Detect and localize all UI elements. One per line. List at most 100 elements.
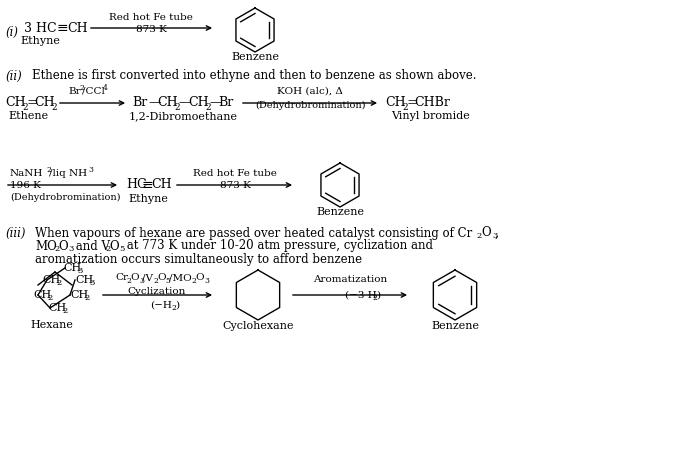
Text: 2: 2 [47, 294, 53, 302]
Text: 2: 2 [62, 307, 68, 315]
Text: CH: CH [63, 263, 81, 273]
Text: CH: CH [70, 290, 88, 300]
Text: Vinyl bromide: Vinyl bromide [391, 111, 469, 121]
Text: Ethyne: Ethyne [20, 36, 60, 46]
Text: 2: 2 [46, 166, 51, 174]
Text: ≡: ≡ [142, 178, 153, 192]
Text: Ethene: Ethene [8, 111, 48, 121]
Text: CH: CH [48, 303, 66, 313]
Text: CH: CH [385, 96, 406, 110]
Text: O: O [130, 274, 138, 283]
Text: CH: CH [157, 96, 177, 110]
Text: Cyclohexane: Cyclohexane [222, 321, 294, 331]
Text: Ethyne: Ethyne [128, 194, 168, 204]
Text: CH: CH [34, 96, 55, 110]
Text: 2: 2 [54, 245, 59, 253]
Text: /MO: /MO [169, 274, 192, 283]
Text: (Dehydrobromination): (Dehydrobromination) [255, 100, 366, 110]
Text: Benzene: Benzene [231, 52, 279, 62]
Text: CH: CH [33, 290, 51, 300]
Text: CH: CH [75, 275, 93, 285]
Text: KOH (alc), Δ: KOH (alc), Δ [277, 86, 343, 95]
Text: HC: HC [126, 179, 147, 191]
Text: and V: and V [72, 239, 110, 253]
Text: =: = [406, 96, 417, 110]
Text: Aromatization: Aromatization [313, 276, 387, 285]
Text: 3: 3 [77, 267, 83, 275]
Text: 2: 2 [51, 104, 57, 113]
Text: (−3 H: (−3 H [345, 291, 376, 300]
Text: Br: Br [218, 96, 233, 110]
Text: When vapours of hexane are passed over heated catalyst consisting of Cr: When vapours of hexane are passed over h… [35, 227, 472, 239]
Text: (ii): (ii) [5, 69, 22, 83]
Text: —: — [178, 96, 190, 110]
Text: 5: 5 [165, 277, 170, 285]
Text: ): ) [175, 301, 179, 310]
Text: at 773 K under 10-20 atm pressure, cyclization and: at 773 K under 10-20 atm pressure, cycli… [123, 239, 433, 253]
Text: 3: 3 [204, 277, 209, 285]
Text: CHBr: CHBr [414, 96, 450, 110]
Text: (−H: (−H [150, 301, 172, 310]
Text: 2: 2 [79, 84, 84, 92]
Text: O: O [481, 227, 490, 239]
Text: 2: 2 [171, 304, 176, 312]
Text: Ethene is first converted into ethyne and then to benzene as shown above.: Ethene is first converted into ethyne an… [32, 69, 477, 83]
Text: Hexane: Hexane [31, 320, 74, 330]
Text: 1,2-Dibromoethane: 1,2-Dibromoethane [128, 111, 237, 121]
Text: 3: 3 [139, 277, 144, 285]
Text: 2: 2 [22, 104, 28, 113]
Text: 2: 2 [476, 232, 481, 240]
Text: 2: 2 [84, 294, 89, 302]
Text: ): ) [376, 291, 380, 300]
Text: Red hot Fe tube: Red hot Fe tube [109, 12, 193, 21]
Text: 2: 2 [56, 279, 61, 287]
Text: 2: 2 [402, 104, 408, 113]
Text: Benzene: Benzene [431, 321, 479, 331]
Text: 5: 5 [119, 245, 124, 253]
Text: NaNH: NaNH [10, 169, 44, 178]
Text: 196 K: 196 K [10, 180, 41, 190]
Text: O: O [195, 274, 204, 283]
Text: CH: CH [151, 179, 172, 191]
Text: O: O [58, 239, 68, 253]
Text: /V: /V [142, 274, 153, 283]
Text: 2: 2 [372, 294, 377, 302]
Text: =: = [26, 96, 38, 110]
Text: 3: 3 [89, 279, 94, 287]
Text: CH: CH [188, 96, 209, 110]
Text: 3 HC: 3 HC [24, 21, 57, 35]
Text: CH: CH [67, 21, 87, 35]
Text: aromatization occurs simultaneously to afford benzene: aromatization occurs simultaneously to a… [35, 253, 362, 266]
Text: ≡: ≡ [57, 21, 69, 35]
Text: 3: 3 [68, 245, 74, 253]
Text: 2: 2 [105, 245, 110, 253]
Text: 2: 2 [205, 104, 211, 113]
Text: 2: 2 [126, 277, 131, 285]
Text: 2: 2 [174, 104, 179, 113]
Text: (Dehydrobromination): (Dehydrobromination) [10, 192, 121, 201]
Text: MO: MO [35, 239, 57, 253]
Text: —: — [148, 96, 160, 110]
Text: 3: 3 [88, 166, 93, 174]
Text: 2: 2 [153, 277, 158, 285]
Text: O: O [157, 274, 166, 283]
Text: Cr: Cr [115, 274, 128, 283]
Text: /liq NH: /liq NH [49, 169, 87, 178]
Text: 2: 2 [191, 277, 196, 285]
Text: (i): (i) [5, 26, 18, 38]
Text: (iii): (iii) [5, 227, 25, 239]
Text: ,: , [495, 227, 499, 239]
Text: Benzene: Benzene [316, 207, 364, 217]
Text: Br: Br [68, 86, 80, 95]
Text: 873 K: 873 K [136, 26, 166, 35]
Text: 873 K: 873 K [220, 181, 250, 190]
Text: CH: CH [42, 275, 60, 285]
Text: CH: CH [5, 96, 26, 110]
Text: O: O [109, 239, 119, 253]
Text: Cyclization: Cyclization [128, 287, 186, 296]
Text: 4: 4 [103, 84, 108, 92]
Text: 3: 3 [492, 232, 497, 240]
Text: Br: Br [132, 96, 147, 110]
Text: —: — [209, 96, 222, 110]
Text: /CCl: /CCl [82, 86, 105, 95]
